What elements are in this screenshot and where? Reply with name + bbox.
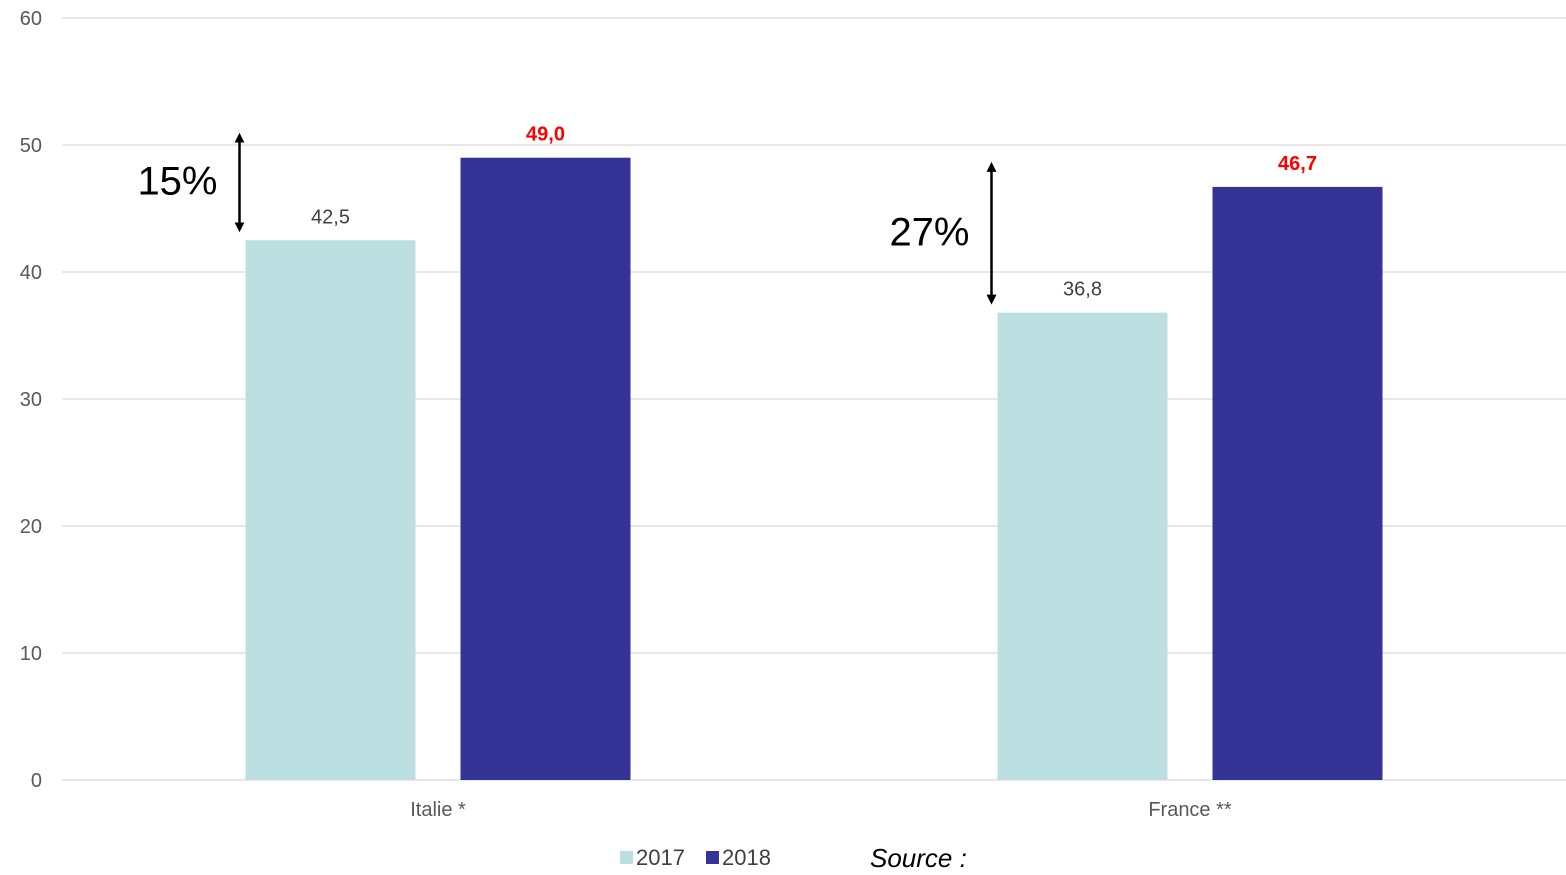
y-tick-label: 30 — [20, 389, 42, 411]
y-tick-label: 0 — [31, 770, 42, 792]
bar-2018-0 — [460, 157, 631, 780]
y-tick-label: 50 — [20, 135, 42, 157]
data-label: 46,7 — [1278, 153, 1317, 175]
growth-annotation: 27% — [889, 210, 969, 254]
legend: 2017 2018 — [620, 845, 771, 870]
data-label: 36,8 — [1063, 279, 1102, 301]
growth-annotation: 15% — [137, 159, 217, 203]
data-label: 42,5 — [311, 206, 350, 228]
x-axis-categories: Italie * France ** — [410, 799, 1232, 821]
x-category-label: Italie * — [410, 799, 466, 821]
bars — [245, 157, 1383, 780]
bar-2018-1 — [1212, 186, 1383, 780]
bar-2017-0 — [245, 240, 416, 780]
x-category-label: France ** — [1148, 799, 1232, 821]
y-axis-ticks: 0 10 20 30 40 50 60 — [20, 8, 42, 792]
data-labels: 42,5 49,0 36,8 46,7 — [311, 124, 1317, 301]
legend-swatch — [620, 851, 633, 864]
y-tick-label: 10 — [20, 643, 42, 665]
source-label: Source : — [870, 843, 967, 873]
legend-swatch — [706, 851, 719, 864]
bar-2017-1 — [997, 312, 1168, 780]
data-label: 49,0 — [526, 124, 565, 146]
annotations: 15% 27% — [137, 132, 997, 305]
y-tick-label: 40 — [20, 262, 42, 284]
y-tick-label: 60 — [20, 8, 42, 30]
y-tick-label: 20 — [20, 516, 42, 538]
legend-label: 2017 — [636, 845, 685, 870]
legend-label: 2018 — [722, 845, 771, 870]
